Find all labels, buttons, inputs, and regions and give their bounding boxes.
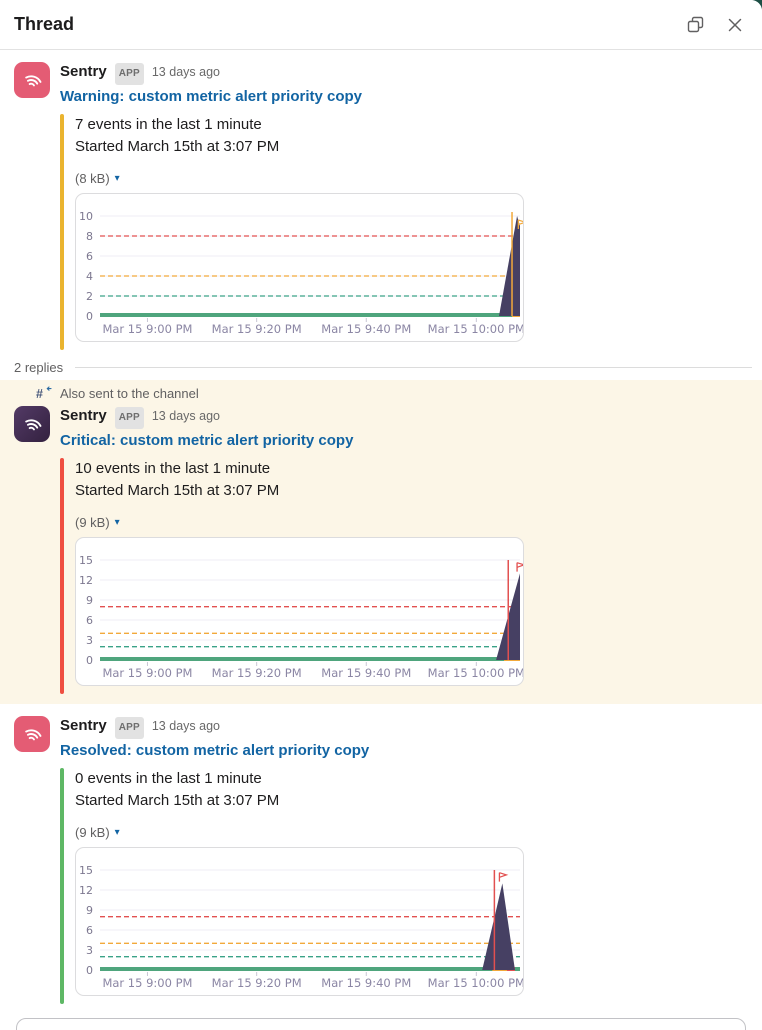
metric-chart-image[interactable]: 0 3 6 9 12 15 Mar 15 9:00 PM Mar 15 9:20 PM Mar … xyxy=(75,537,524,686)
svg-text:Mar 15 9:40 PM: Mar 15 9:40 PM xyxy=(321,322,411,336)
svg-text:Mar 15 9:20 PM: Mar 15 9:20 PM xyxy=(212,666,302,680)
message-critical: Sentry APP 13 days ago Critical: custom … xyxy=(0,402,762,704)
alert-attachment: 0 events in the last 1 minute Started Ma… xyxy=(60,768,746,1004)
events-count-text: 0 events in the last 1 minute xyxy=(75,770,262,787)
replies-divider: 2 replies xyxy=(0,356,762,380)
app-badge: APP xyxy=(114,63,144,85)
svg-text:Mar 15 9:40 PM: Mar 15 9:40 PM xyxy=(321,666,411,680)
svg-text:Mar 15 9:40 PM: Mar 15 9:40 PM xyxy=(321,976,411,990)
alert-title-link[interactable]: Warning: custom metric alert priority co… xyxy=(60,88,362,105)
alert-attachment: 7 events in the last 1 minute Started Ma… xyxy=(60,114,746,350)
started-time-text: Started March 15th at 3:07 PM xyxy=(75,138,280,155)
sentry-logo-icon xyxy=(25,729,42,741)
svg-text:Mar 15 9:00 PM: Mar 15 9:00 PM xyxy=(102,666,192,680)
alert-title-link[interactable]: Critical: custom metric alert priority c… xyxy=(60,432,354,449)
svg-text:4: 4 xyxy=(86,270,93,283)
events-count-text: 10 events in the last 1 minute xyxy=(75,460,271,477)
metric-chart-image[interactable]: 0 2 4 6 8 10 Mar 15 9:00 PM Mar 15 9:20 PM Mar 1… xyxy=(75,193,524,342)
hash-arrow-icon: # xyxy=(36,385,52,401)
svg-text:3: 3 xyxy=(86,944,93,957)
svg-text:Mar 15 9:20 PM: Mar 15 9:20 PM xyxy=(212,322,302,336)
sentry-avatar[interactable] xyxy=(14,62,50,98)
svg-text:0: 0 xyxy=(86,310,93,323)
sentry-logo-icon xyxy=(25,419,42,431)
caret-down-icon: ▾ xyxy=(114,827,120,838)
attachment-size-toggle[interactable]: (9 kB) ▾ xyxy=(75,824,524,841)
app-badge: APP xyxy=(114,717,144,739)
attachment-accent-bar xyxy=(60,458,64,694)
svg-text:12: 12 xyxy=(79,574,93,587)
sentry-avatar[interactable] xyxy=(14,716,50,752)
attachment-size-label: (9 kB) xyxy=(75,825,110,840)
metric-chart: 0 2 4 6 8 10 Mar 15 9:00 PM Mar 15 9:20 PM Mar 1… xyxy=(79,210,523,336)
attachment-size-label: (8 kB) xyxy=(75,171,110,186)
message-composer[interactable] xyxy=(16,1018,746,1030)
metric-chart-image[interactable]: 0 3 6 9 12 15 Mar 15 9:00 PM Mar 15 9:20 PM Mar … xyxy=(75,847,524,996)
caret-down-icon: ▾ xyxy=(114,517,120,528)
svg-text:3: 3 xyxy=(86,634,93,647)
started-time-text: Started March 15th at 3:07 PM xyxy=(75,792,280,809)
svg-text:10: 10 xyxy=(79,210,93,223)
close-icon[interactable] xyxy=(722,12,748,38)
sentry-logo-icon xyxy=(25,75,42,87)
svg-text:6: 6 xyxy=(86,924,93,937)
sender-name[interactable]: Sentry xyxy=(60,63,107,80)
svg-text:0: 0 xyxy=(86,654,93,667)
svg-text:Mar 15 9:00 PM: Mar 15 9:00 PM xyxy=(102,322,192,336)
svg-text:2: 2 xyxy=(86,290,93,303)
caret-down-icon: ▾ xyxy=(114,173,120,184)
svg-text:6: 6 xyxy=(86,614,93,627)
svg-text:Mar 15 10:00 PM: Mar 15 10:00 PM xyxy=(428,322,523,336)
attachment-size-toggle[interactable]: (8 kB) ▾ xyxy=(75,170,524,187)
svg-text:#: # xyxy=(36,387,43,401)
started-time-text: Started March 15th at 3:07 PM xyxy=(75,482,280,499)
attachment-accent-bar xyxy=(60,114,64,350)
message-timestamp[interactable]: 13 days ago xyxy=(151,409,220,423)
attachment-size-label: (9 kB) xyxy=(75,515,110,530)
metric-chart: 0 3 6 9 12 15 Mar 15 9:00 PM Mar 15 9:20 PM Mar … xyxy=(79,554,523,680)
message-timestamp[interactable]: 13 days ago xyxy=(151,65,220,79)
message-resolved: Sentry APP 13 days ago Resolved: custom … xyxy=(0,704,762,1010)
svg-text:Mar 15 9:20 PM: Mar 15 9:20 PM xyxy=(212,976,302,990)
svg-text:12: 12 xyxy=(79,884,93,897)
svg-text:15: 15 xyxy=(79,864,93,877)
message-timestamp[interactable]: 13 days ago xyxy=(151,719,220,733)
svg-text:9: 9 xyxy=(86,594,93,607)
svg-text:9: 9 xyxy=(86,904,93,917)
metric-chart: 0 3 6 9 12 15 Mar 15 9:00 PM Mar 15 9:20 PM Mar … xyxy=(79,864,523,990)
svg-text:8: 8 xyxy=(86,230,93,243)
svg-text:6: 6 xyxy=(86,250,93,263)
svg-text:0: 0 xyxy=(86,964,93,977)
open-in-window-icon[interactable] xyxy=(682,12,708,38)
divider-line xyxy=(75,366,752,368)
attachment-accent-bar xyxy=(60,768,64,1004)
events-count-text: 7 events in the last 1 minute xyxy=(75,116,262,133)
message-warning: Sentry APP 13 days ago Warning: custom m… xyxy=(0,50,762,356)
svg-text:15: 15 xyxy=(79,554,93,567)
alert-attachment: 10 events in the last 1 minute Started M… xyxy=(60,458,746,694)
thread-title: Thread xyxy=(14,14,75,34)
sender-name[interactable]: Sentry xyxy=(60,407,107,424)
sender-name[interactable]: Sentry xyxy=(60,717,107,734)
also-sent-label: Also sent to the channel xyxy=(60,385,199,401)
highlighted-message-block: # Also sent to the channel Sentry xyxy=(0,380,762,704)
thread-header-actions xyxy=(682,12,748,38)
replies-count-label: 2 replies xyxy=(14,359,64,375)
sentry-avatar[interactable] xyxy=(14,406,50,442)
attachment-size-toggle[interactable]: (9 kB) ▾ xyxy=(75,514,524,531)
alert-title-link[interactable]: Resolved: custom metric alert priority c… xyxy=(60,742,370,759)
app-badge: APP xyxy=(114,407,144,429)
svg-text:Mar 15 9:00 PM: Mar 15 9:00 PM xyxy=(102,976,192,990)
svg-text:Mar 15 10:00 PM: Mar 15 10:00 PM xyxy=(428,976,523,990)
svg-text:Mar 15 10:00 PM: Mar 15 10:00 PM xyxy=(428,666,523,680)
thread-header: Thread xyxy=(0,0,762,50)
